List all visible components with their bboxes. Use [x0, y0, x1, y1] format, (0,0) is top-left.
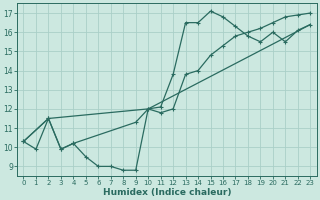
- X-axis label: Humidex (Indice chaleur): Humidex (Indice chaleur): [103, 188, 231, 197]
